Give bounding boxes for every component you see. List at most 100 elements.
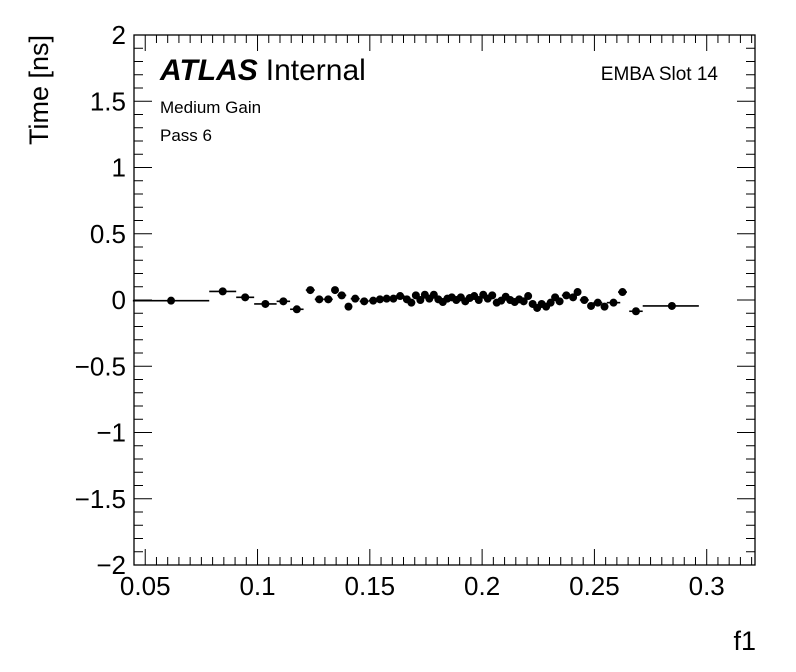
data-point	[600, 302, 609, 311]
point-marker	[167, 296, 176, 305]
data-point	[519, 297, 528, 306]
atlas-word: ATLAS	[159, 54, 258, 87]
y-axis-title: Time [ns]	[24, 35, 54, 145]
point-marker	[416, 296, 425, 304]
point-marker	[360, 297, 369, 306]
point-marker	[593, 298, 602, 307]
x-tick-label: 0.1	[239, 571, 275, 601]
slot-label: EMBA Slot 14	[601, 64, 719, 85]
data-point	[368, 296, 378, 305]
y-tick-label: −2	[96, 550, 126, 580]
y-tick-label: 2	[112, 20, 126, 50]
data-point	[290, 305, 304, 314]
point-marker	[546, 298, 555, 307]
point-marker	[389, 294, 398, 303]
data-point	[350, 294, 360, 303]
point-marker	[382, 294, 391, 303]
x-tick-label: 0.3	[689, 571, 725, 601]
point-marker	[351, 294, 360, 303]
point-marker	[580, 296, 589, 304]
point-marker	[331, 286, 340, 295]
point-marker	[524, 292, 533, 301]
atlas-label: ATLAS Internal	[159, 54, 366, 87]
point-marker	[241, 293, 250, 302]
point-marker	[407, 298, 416, 307]
point-marker	[306, 286, 315, 295]
point-marker	[573, 288, 582, 297]
y-tick-label: 0	[112, 285, 126, 315]
point-marker	[555, 297, 564, 306]
point-marker	[488, 291, 497, 300]
point-marker	[474, 296, 483, 304]
data-points	[132, 286, 699, 316]
point-marker	[337, 291, 346, 300]
data-point	[524, 292, 533, 301]
axis-ticks	[133, 34, 755, 566]
x-tick-label: 0.25	[569, 571, 620, 601]
data-point	[331, 286, 340, 295]
data-point	[375, 295, 384, 304]
point-marker	[396, 292, 405, 301]
point-marker	[667, 301, 676, 310]
x-axis-title: f1	[733, 626, 756, 656]
pass-label: Pass 6	[160, 126, 212, 145]
point-marker	[292, 305, 301, 314]
y-tick-labels: 2 1.5 1 0.5 0 −0.5 −1 −1.5 −2	[75, 20, 126, 580]
data-point	[474, 296, 483, 304]
data-point	[236, 293, 255, 302]
point-marker	[375, 295, 384, 304]
data-point	[132, 296, 210, 305]
point-marker	[315, 295, 324, 304]
data-point	[546, 298, 555, 307]
data-point	[389, 294, 398, 303]
point-marker	[600, 302, 609, 311]
x-tick-labels: 0.05 0.1 0.15 0.2 0.25 0.3	[120, 571, 725, 601]
data-point	[593, 298, 603, 307]
x-tick-label: 0.15	[345, 571, 396, 601]
data-point	[407, 298, 416, 307]
data-point	[488, 291, 497, 300]
point-marker	[618, 288, 627, 297]
data-point	[606, 298, 621, 307]
y-tick-label: −1.5	[75, 484, 126, 514]
data-point	[395, 292, 405, 301]
data-point	[254, 299, 277, 308]
data-point	[617, 288, 627, 297]
y-tick-label: −1	[96, 418, 126, 448]
atlas-internal: Internal	[266, 54, 366, 87]
data-point	[359, 297, 369, 306]
data-point	[629, 307, 643, 316]
data-point	[209, 287, 237, 296]
point-marker	[519, 297, 528, 306]
data-point	[416, 296, 425, 304]
data-point	[344, 302, 353, 311]
y-tick-label: 0.5	[90, 219, 126, 249]
data-point	[555, 297, 564, 306]
point-marker	[279, 297, 288, 306]
y-tick-label: 1.5	[90, 86, 126, 116]
point-marker	[631, 307, 640, 316]
point-marker	[562, 291, 571, 300]
data-point	[561, 291, 571, 300]
data-point	[276, 297, 291, 306]
point-marker	[609, 298, 618, 307]
point-marker	[218, 287, 227, 296]
data-point	[305, 286, 315, 295]
data-point	[587, 301, 596, 310]
point-marker	[569, 293, 578, 302]
point-marker	[369, 296, 378, 305]
gain-label: Medium Gain	[160, 98, 261, 117]
data-point	[579, 296, 589, 304]
data-point	[337, 291, 347, 300]
data-point	[642, 301, 699, 310]
data-point	[314, 295, 324, 304]
x-tick-label: 0.2	[464, 571, 500, 601]
data-point	[323, 295, 333, 304]
y-tick-label: 1	[112, 153, 126, 183]
data-point	[569, 293, 578, 302]
point-marker	[587, 301, 596, 310]
x-tick-label: 0.05	[120, 571, 171, 601]
point-marker	[324, 295, 333, 304]
point-marker	[261, 299, 270, 308]
y-tick-label: −0.5	[75, 351, 126, 381]
